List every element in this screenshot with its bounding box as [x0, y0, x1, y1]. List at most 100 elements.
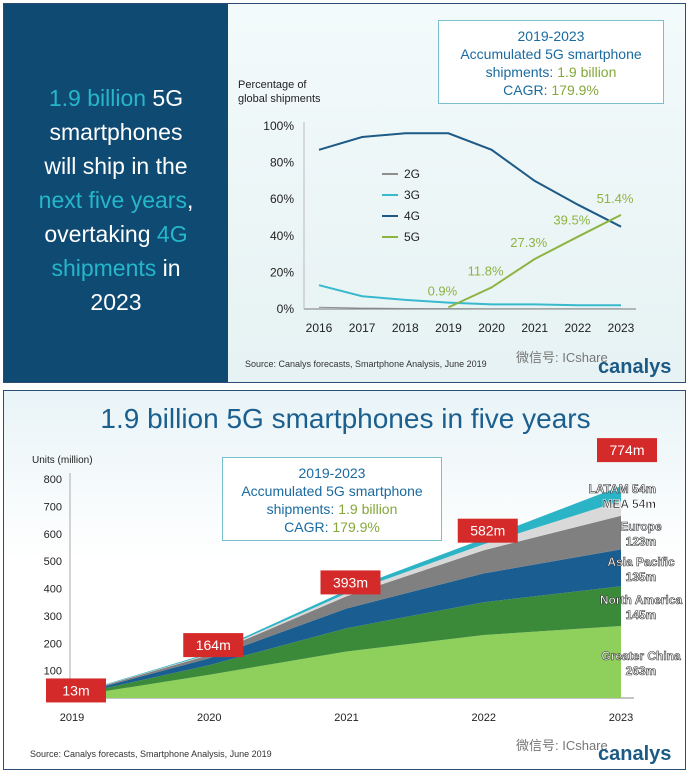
data-label-5g: 51.4%	[597, 191, 634, 206]
watermark: 微信号: ICshare	[516, 738, 608, 753]
headline-line: smartphones	[49, 119, 183, 145]
chart-title: 1.9 billion 5G smartphones in five years	[100, 403, 591, 434]
total-label: 13m	[62, 682, 89, 698]
y-tick-label: 400	[44, 584, 62, 596]
y-tick-label: 100%	[263, 119, 294, 133]
y-tick-label: 200	[44, 638, 62, 650]
series-value-asia-pacific: 135m	[626, 570, 657, 584]
headline-text-part: in	[156, 255, 181, 281]
x-tick-label: 2017	[349, 321, 376, 335]
data-label-5g: 11.8%	[468, 263, 504, 278]
callout-label: shipments:	[266, 501, 339, 517]
headline-highlight: 1.9 billion	[48, 85, 147, 111]
area-europe	[72, 515, 621, 695]
total-label: 164m	[196, 637, 231, 653]
callout-value: 179.9%	[551, 82, 599, 98]
legend-label-4g: 4G	[404, 209, 420, 223]
headline-highlight: next five years	[38, 187, 187, 213]
total-label: 393m	[333, 574, 368, 590]
total-label: 582m	[470, 523, 505, 539]
canalys-logo: canalys	[598, 743, 672, 765]
data-label-5g: 39.5%	[553, 213, 590, 228]
legend-label-3g: 3G	[404, 188, 420, 202]
y-tick-label: 20%	[270, 265, 294, 279]
legend-label-2g: 2G	[404, 167, 420, 181]
y-tick-label: 500	[44, 556, 62, 568]
headline-highlight: shipments	[51, 255, 157, 281]
series-value-greater-china: 263m	[626, 664, 657, 678]
series-line-3g	[318, 284, 621, 307]
headline-text-part: overtaking	[44, 221, 157, 247]
area-north-america	[72, 586, 621, 697]
y-tick-label: 300	[44, 611, 62, 623]
y-axis-label: global shipments	[238, 93, 321, 105]
callout-period: 2019-2023	[298, 465, 366, 481]
total-label: 774m	[609, 442, 644, 458]
top-panel: 1.9 billion 5G smartphones will ship in …	[3, 3, 686, 383]
headline-text-part: 5G	[146, 85, 184, 111]
headline-text-part: ,	[186, 187, 194, 213]
callout-value: 1.9 billion	[557, 64, 617, 80]
y-tick-label: 40%	[270, 229, 294, 243]
x-tick-label: 2019	[60, 712, 84, 724]
y-axis-label: Units (million)	[32, 455, 93, 466]
data-label-5g: 27.3%	[510, 235, 547, 250]
source-note: Source: Canalys forecasts, Smartphone An…	[245, 359, 487, 369]
total-label-box	[457, 518, 518, 543]
series-value-north-america: 145m	[626, 608, 657, 622]
x-tick-label: 2019	[435, 321, 462, 335]
series-name-north-america: North America	[600, 593, 683, 607]
x-tick-label: 2022	[472, 712, 496, 724]
source-note: Source: Canalys forecasts, Smartphone An…	[30, 749, 272, 759]
series-name-europe: Europe	[620, 520, 662, 534]
total-label-box	[183, 633, 244, 658]
headline-text: 1.9 billion 5G smartphones will ship in …	[4, 81, 228, 319]
x-tick-label: 2021	[334, 712, 358, 724]
callout-label: shipments:	[485, 64, 558, 80]
x-tick-label: 2020	[197, 712, 221, 724]
x-tick-label: 2021	[521, 321, 548, 335]
y-tick-label: 100	[44, 666, 62, 678]
area-asia-pacific	[72, 549, 621, 696]
units-area-chart: Units (million)0100200300400500600700800…	[32, 438, 683, 724]
series-value-europe: 123m	[626, 535, 657, 549]
callout-value: 1.9 billion	[338, 501, 398, 517]
y-tick-label: 700	[44, 501, 62, 513]
x-tick-label: 2018	[392, 321, 419, 335]
legend-label-5g: 5G	[404, 230, 420, 244]
x-tick-label: 2023	[608, 321, 635, 335]
y-axis-label: Percentage of	[238, 79, 307, 91]
callout-box: 2019-2023 Accumulated 5G smartphone ship…	[222, 457, 442, 541]
callout-label: CAGR:	[284, 519, 333, 535]
x-tick-label: 2016	[306, 321, 333, 335]
series-label-mea: MEA 54m	[602, 497, 656, 511]
headline-panel: 1.9 billion 5G smartphones will ship in …	[4, 4, 228, 382]
series-line-5g	[447, 214, 622, 309]
area-greater-china	[72, 626, 621, 698]
callout-label: Accumulated 5G smartphone	[460, 46, 642, 62]
callout-period: 2019-2023	[517, 28, 585, 44]
x-tick-label: 2020	[478, 321, 505, 335]
y-tick-label: 600	[44, 529, 62, 541]
y-tick-label: 0%	[277, 302, 295, 316]
callout-value: 179.9%	[332, 519, 380, 535]
share-line-chart: Percentage of global shipments 0% 20% 40% 60%…	[238, 79, 636, 335]
watermark: 微信号: ICshare	[516, 350, 608, 365]
callout-box: 2019-2023 Accumulated 5G smartphone ship…	[438, 20, 664, 104]
area-mea	[72, 500, 621, 695]
y-tick-label: 80%	[270, 156, 294, 170]
series-name-greater-china: Greater China	[601, 649, 681, 663]
callout-label: Accumulated 5G smartphone	[241, 483, 423, 499]
series-line-2g	[318, 306, 621, 310]
x-tick-label: 2022	[565, 321, 592, 335]
series-line-4g	[318, 132, 622, 228]
total-label-box	[597, 438, 657, 463]
series-label-latam: LATAM 54m	[588, 482, 656, 496]
headline-highlight: 4G	[156, 221, 188, 247]
series-name-asia-pacific: Asia Pacific	[607, 555, 675, 569]
canalys-logo: canalys	[598, 356, 672, 378]
total-label-box	[320, 570, 381, 595]
headline-line: will ship in the	[44, 153, 188, 179]
data-label-5g: 0.9%	[428, 283, 458, 298]
x-tick-label: 2023	[609, 712, 633, 724]
